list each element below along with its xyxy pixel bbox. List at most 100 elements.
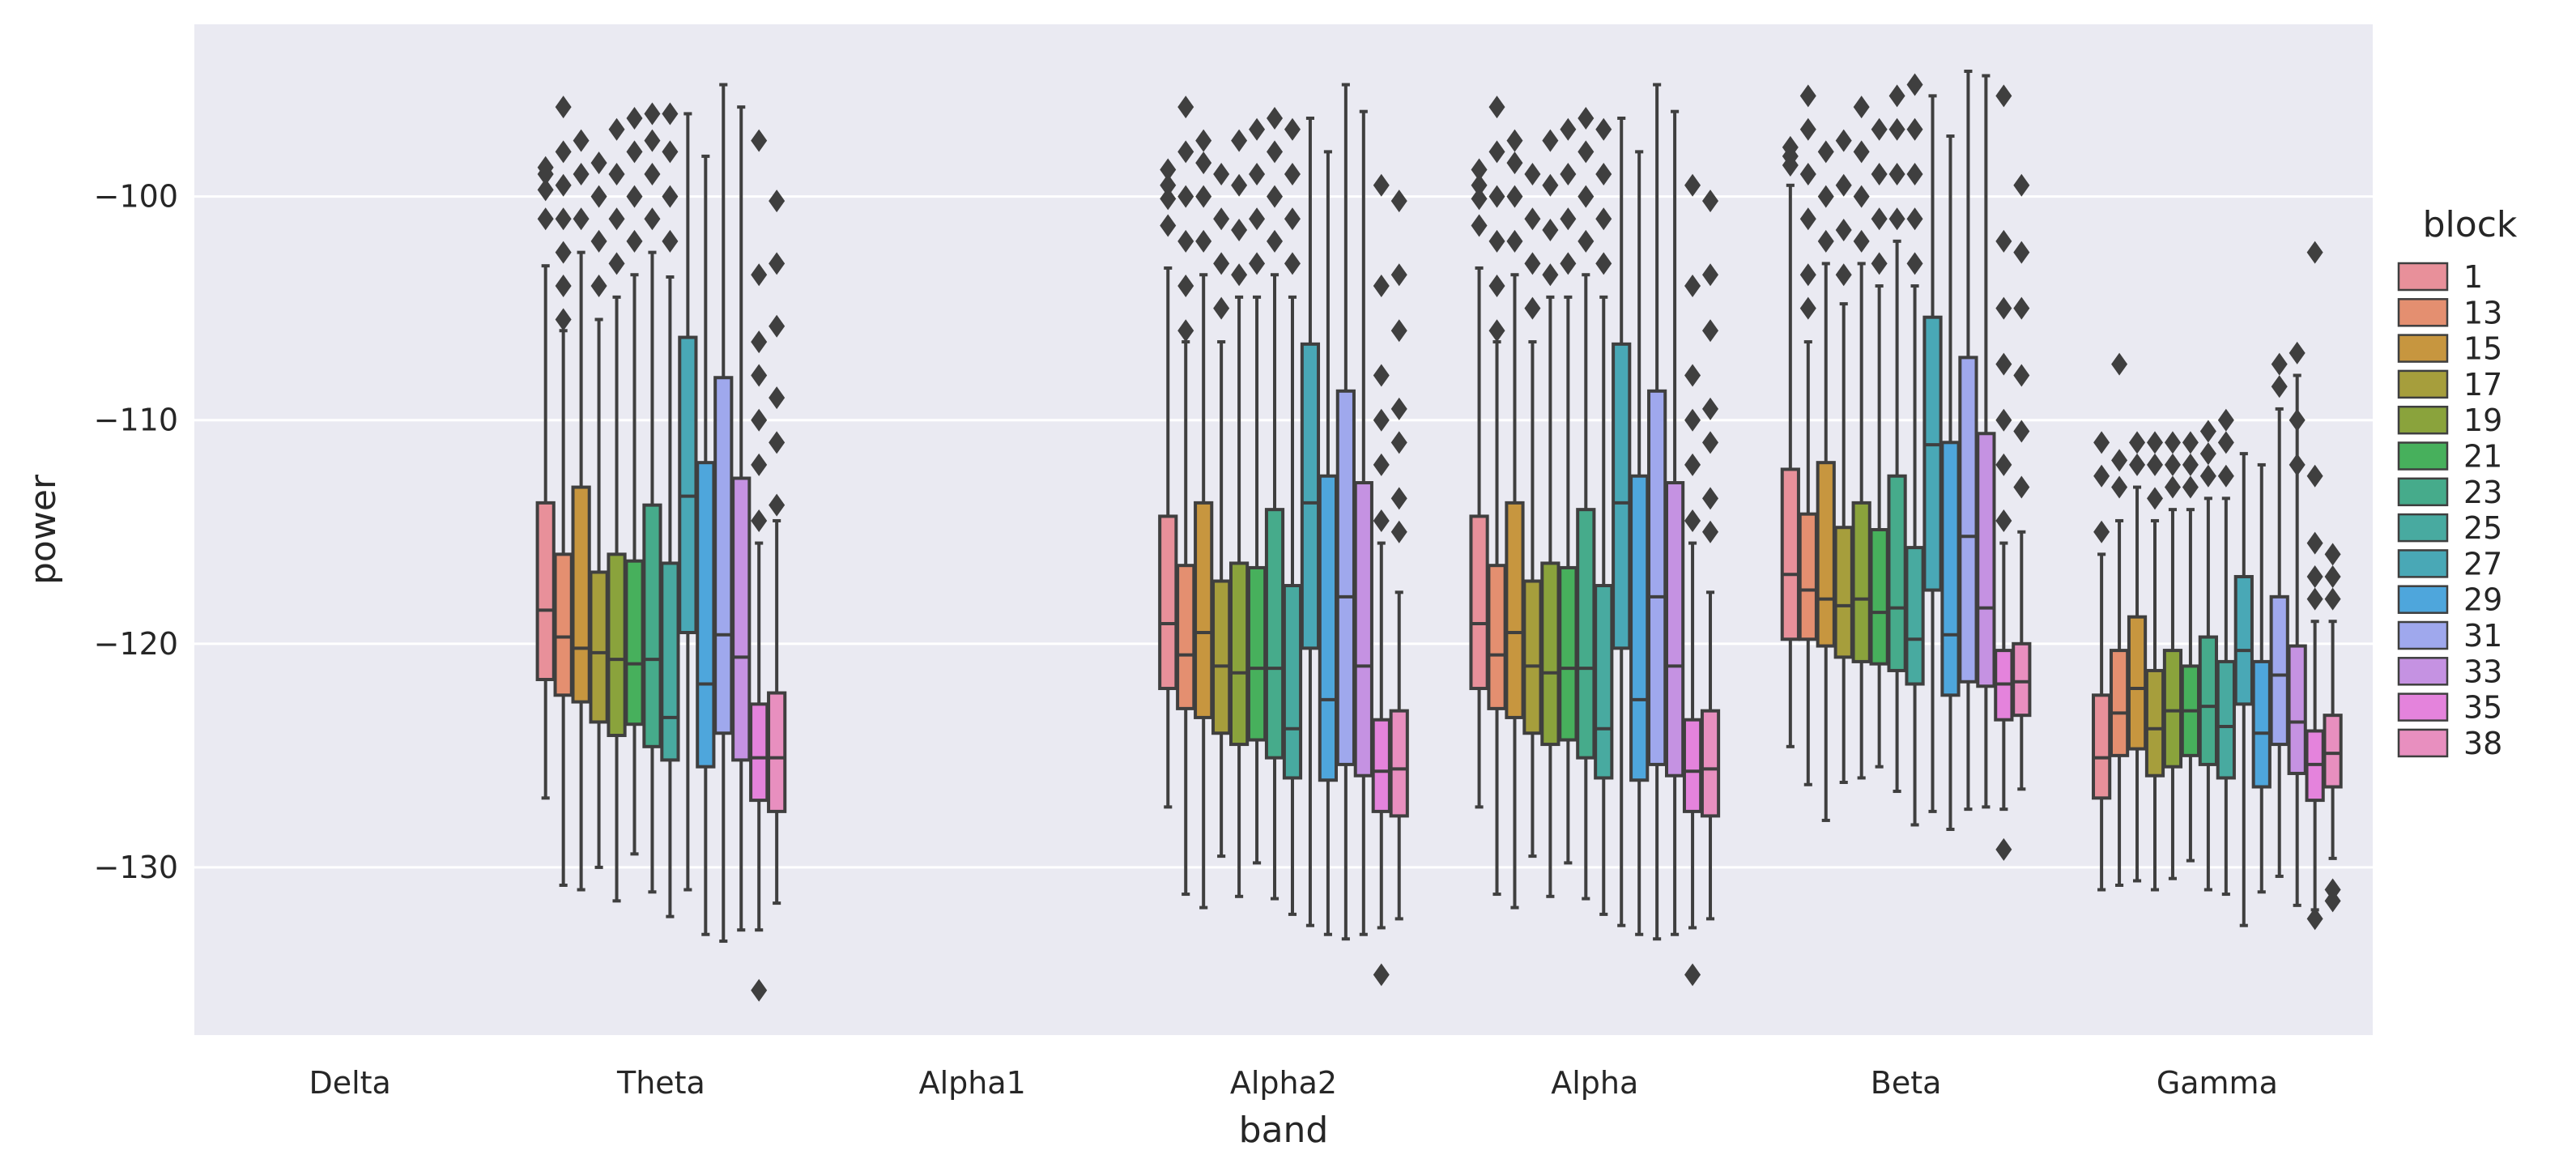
box-iqr — [678, 335, 698, 635]
flier-point — [1160, 173, 1177, 197]
flier-point — [1284, 252, 1301, 275]
flier-point — [537, 207, 554, 231]
flier-point — [1684, 275, 1701, 298]
legend-entry-label: 19 — [2463, 403, 2502, 438]
x-tick-label: Gamma — [2157, 1065, 2278, 1101]
flier-point — [1373, 275, 1390, 298]
box-27-Beta — [1922, 94, 1943, 813]
box-iqr — [2092, 693, 2112, 800]
flier-point — [1542, 129, 1559, 152]
flier-point — [1160, 187, 1177, 211]
flier-point — [644, 102, 661, 126]
flier-point — [1595, 252, 1612, 275]
flier-point — [1799, 296, 1816, 320]
box-iqr — [571, 485, 591, 704]
legend-swatch — [2397, 692, 2449, 722]
box-iqr — [2012, 641, 2032, 718]
box-iqr — [1958, 356, 1978, 684]
box-iqr — [2287, 644, 2307, 775]
box-iqr — [1371, 718, 1391, 813]
box-13-Alpha — [1487, 96, 1507, 897]
flier-point — [2013, 173, 2030, 197]
legend-swatch — [2397, 620, 2449, 650]
flier-point — [1578, 106, 1595, 130]
box-iqr — [1158, 514, 1178, 691]
legend-title: block — [2423, 204, 2518, 245]
flier-point — [1888, 117, 1905, 141]
box-iqr — [1300, 342, 1321, 650]
legend-entry-label: 38 — [2463, 726, 2502, 761]
flier-point — [1995, 453, 2012, 476]
flier-point — [751, 408, 768, 432]
flier-point — [1835, 173, 1852, 197]
flier-point — [1231, 129, 1248, 152]
legend-swatch — [2397, 549, 2449, 578]
flier-point — [1177, 185, 1194, 208]
box-17-Alpha — [1522, 162, 1543, 859]
flier-point — [1373, 963, 1390, 986]
flier-point — [1799, 162, 1816, 185]
y-tick-label: −120 — [94, 626, 178, 662]
box-25-Gamma — [2216, 408, 2236, 897]
x-tick-label: Alpha2 — [1230, 1065, 1337, 1101]
flier-point — [644, 129, 661, 152]
flier-point — [662, 185, 679, 208]
box-iqr — [1211, 579, 1232, 735]
box-iqr — [2251, 659, 2272, 789]
box-25-Alpha — [1594, 117, 1614, 916]
box-23-Gamma — [2198, 420, 2218, 892]
flier-point — [626, 229, 643, 253]
box-31-Alpha — [1647, 83, 1667, 941]
flier-point — [1284, 207, 1301, 231]
flier-point — [1702, 520, 1719, 543]
flier-point — [1373, 509, 1390, 532]
flier-point — [590, 151, 607, 175]
flier-point — [1390, 190, 1407, 213]
flier-point — [1906, 117, 1923, 141]
flier-point — [2306, 907, 2323, 931]
legend-entry-label: 33 — [2463, 654, 2502, 689]
flier-point — [1542, 173, 1559, 197]
flier-point — [2324, 543, 2341, 566]
flier-point — [1817, 185, 1834, 208]
flier-point — [1195, 185, 1212, 208]
flier-point — [1195, 151, 1212, 175]
flier-point — [1373, 173, 1390, 197]
flier-point — [644, 162, 661, 185]
flier-point — [1995, 837, 2012, 861]
flier-point — [662, 140, 679, 164]
flier-point — [1702, 190, 1719, 213]
flier-point — [1871, 252, 1888, 275]
flier-point — [2013, 241, 2030, 264]
box-31-Theta — [713, 83, 734, 944]
flier-point — [2306, 531, 2323, 555]
flier-point — [1488, 275, 1505, 298]
flier-point — [769, 386, 786, 410]
flier-point — [2217, 431, 2234, 454]
flier-point — [1995, 352, 2012, 376]
legend-swatch — [2397, 513, 2449, 543]
flier-point — [1560, 117, 1577, 141]
box-iqr — [660, 561, 680, 762]
flier-point — [2306, 565, 2323, 588]
box-iqr — [1851, 501, 1871, 663]
flier-point — [1160, 158, 1177, 181]
box-iqr — [1487, 564, 1507, 710]
flier-point — [2164, 453, 2181, 476]
flier-point — [1506, 229, 1523, 253]
flier-point — [1488, 140, 1505, 164]
flier-point — [2271, 352, 2288, 376]
flier-point — [1542, 263, 1559, 287]
flier-point — [1799, 84, 1816, 108]
box-iqr — [1647, 389, 1667, 766]
flier-point — [2289, 408, 2306, 432]
flier-point — [1213, 296, 1230, 320]
flier-point — [1373, 364, 1390, 387]
flier-point — [1231, 263, 1248, 287]
box-38-Gamma — [2323, 543, 2343, 913]
box-21-Alpha2 — [1246, 117, 1267, 865]
flier-point — [2147, 487, 2163, 510]
flier-point — [555, 173, 572, 197]
box-iqr — [2233, 574, 2254, 706]
